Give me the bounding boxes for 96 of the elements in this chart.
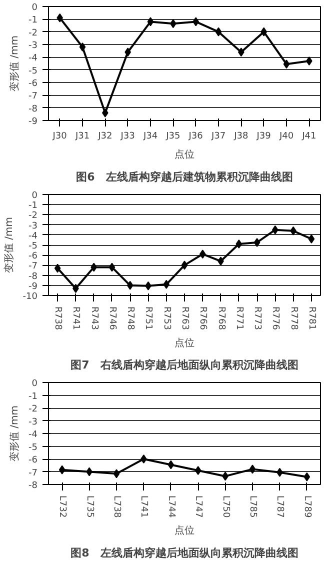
point [194,466,202,475]
x-tick-label: R773 [252,306,262,330]
x-tick-label: J33 [120,132,135,142]
point [108,262,116,272]
x-tick-label: R763 [180,306,190,330]
x-tick-label: L735 [84,496,94,518]
point [140,454,147,464]
x-tick-label: L789 [302,496,312,518]
point [249,464,256,474]
point [308,234,315,244]
y-tick-label: -3 [28,417,38,428]
x-tick-label: J36 [188,132,204,142]
x-tick-label: L741 [138,496,149,518]
x-tick-label: J32 [97,132,112,142]
point [199,250,206,259]
x-tick-label: R751 [143,306,154,330]
y-tick-label: -3 [28,41,38,51]
x-tick-label: L750 [220,496,230,518]
point [181,260,188,270]
y-tick-label: -7 [28,262,38,272]
point [283,60,290,69]
x-tick-label: R753 [161,306,172,330]
text: 图6 左线盾构穿越后建筑物累积沉降曲线图 [76,170,293,184]
y-tick-label: -9 [28,117,38,127]
x-tick-label: R771 [234,306,244,330]
y-tick-label: -2 [28,211,38,222]
point [168,460,174,470]
x-tick-label: R743 [88,306,99,330]
x-axis-title: 点位 [174,148,194,160]
y-tick-label: -6 [28,79,38,89]
x-tick-label: J38 [233,132,248,142]
x-tick-label: J31 [74,132,90,142]
y-tick-label: 0 [32,191,38,201]
y-tick-label: -1 [28,16,38,26]
point [147,17,154,26]
y-tick-label: -8 [28,272,38,282]
y-tick-label: -1 [28,201,38,212]
y-tick-label: -8 [28,481,38,491]
x-tick-label: L738 [112,496,122,518]
point [215,27,222,36]
x-axis-title: 点位 [174,524,194,537]
text: 图8 左线盾构穿越后地面纵向累积沉降曲线图 [70,546,298,560]
y-tick-label: -10 [22,292,38,302]
x-tick-label: J40 [278,132,294,142]
x-axis-title: 点位 [174,336,194,349]
y-tick-label: -4 [28,231,38,242]
y-tick-label: -4 [28,430,38,440]
y-tick-label: -6 [28,456,38,466]
x-tick-label: J34 [142,132,158,142]
x-tick-label: L787 [274,496,285,518]
point [126,280,134,290]
x-tick-label: J30 [52,132,68,142]
x-tick-label: J39 [256,132,272,142]
x-tick-label: R768 [216,306,226,330]
point [113,469,120,478]
x-tick-label: R776 [270,306,280,330]
x-tick-label: L785 [248,496,258,518]
x-tick-label: R766 [198,306,208,330]
y-tick-label: -1 [28,392,38,402]
text: 图7 右线盾构穿越后地面纵向累积沉降曲线图 [70,358,298,372]
x-tick-label: R741 [70,306,81,330]
y-axis-title: 变形值 /mm [2,216,15,274]
x-tick-label: L744 [166,496,176,518]
y-tick-label: -4 [28,54,38,64]
x-tick-label: J41 [301,132,316,142]
x-tick-label: L732 [57,496,68,518]
point [54,264,61,273]
point [254,238,260,247]
y-tick-label: -5 [28,442,38,453]
x-tick-label: R746 [106,306,117,330]
y-axis-title: 变形值 /mm [8,405,21,462]
y-tick-label: -6 [28,252,38,262]
x-tick-label: R738 [52,306,63,330]
y-axis-title: 变形值 /mm [8,35,21,92]
x-tick-label: J35 [165,132,180,142]
x-tick-label: R781 [306,306,316,330]
y-tick-label: -7 [28,468,38,478]
y-tick-label: -9 [28,282,38,292]
y-tick-label: -2 [28,404,38,414]
y-tick-label: -5 [28,242,38,252]
y-tick-label: -8 [28,104,38,114]
point [79,42,86,52]
point [58,465,66,474]
y-tick-label: 0 [32,3,38,13]
y-tick-label: -2 [28,28,38,38]
point [163,280,170,289]
y-tick-label: -5 [28,66,38,76]
point [304,472,310,482]
x-tick-label: L747 [193,496,204,518]
y-tick-label: -7 [28,92,38,102]
x-tick-label: R748 [125,306,136,330]
y-tick-label: 0 [32,379,38,389]
y-tick-label: -3 [28,221,38,232]
point [236,239,242,248]
x-tick-label: J37 [210,132,226,142]
x-tick-label: R778 [288,306,298,330]
